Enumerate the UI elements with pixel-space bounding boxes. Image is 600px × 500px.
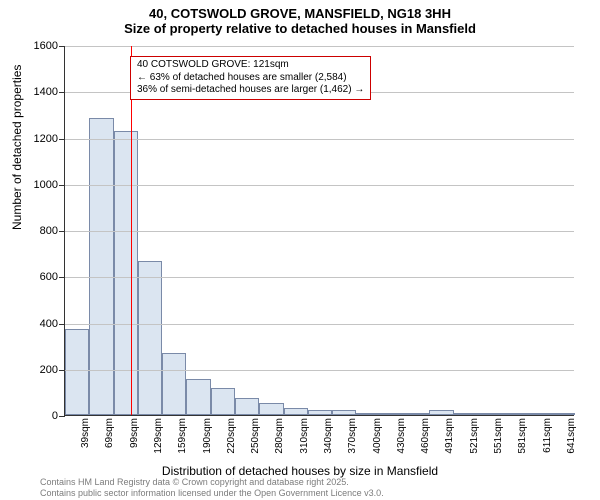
x-tick-label: 551sqm: [493, 418, 504, 460]
x-tick-label: 430sqm: [396, 418, 407, 460]
histogram-bar: [502, 413, 526, 415]
histogram-bar: [284, 408, 308, 415]
title-line-1: 40, COTSWOLD GROVE, MANSFIELD, NG18 3HH: [0, 6, 600, 21]
footer-attribution: Contains HM Land Registry data © Crown c…: [40, 477, 384, 498]
gridline: [65, 277, 574, 278]
x-tick-label: 99sqm: [129, 418, 140, 460]
annotation-box: 40 COTSWOLD GROVE: 121sqm ← 63% of detac…: [130, 56, 371, 100]
histogram-bar: [235, 398, 259, 415]
histogram-bar: [429, 410, 453, 415]
gridline: [65, 324, 574, 325]
histogram-bar: [308, 410, 332, 415]
x-tick-label: 581sqm: [517, 418, 528, 460]
x-tick-label: 250sqm: [250, 418, 261, 460]
footer-line-1: Contains HM Land Registry data © Crown c…: [40, 477, 384, 487]
histogram-bar: [478, 413, 502, 415]
histogram-bar: [381, 413, 405, 415]
y-tick: [59, 185, 65, 186]
y-tick: [59, 139, 65, 140]
annotation-line-1: 40 COTSWOLD GROVE: 121sqm: [137, 59, 364, 72]
title-line-2: Size of property relative to detached ho…: [0, 21, 600, 36]
y-tick-label: 400: [18, 318, 58, 330]
histogram-bar: [454, 413, 478, 415]
y-tick: [59, 324, 65, 325]
y-tick-label: 200: [18, 364, 58, 376]
x-tick-label: 280sqm: [274, 418, 285, 460]
histogram-bar: [65, 329, 89, 415]
y-tick-label: 800: [18, 225, 58, 237]
annotation-line-3: 36% of semi-detached houses are larger (…: [137, 84, 364, 97]
x-tick-label: 310sqm: [299, 418, 310, 460]
histogram-bar: [405, 413, 429, 415]
x-tick-label: 129sqm: [153, 418, 164, 460]
x-tick-label: 69sqm: [104, 418, 115, 460]
x-tick-label: 491sqm: [444, 418, 455, 460]
x-tick-label: 400sqm: [372, 418, 383, 460]
x-tick-label: 39sqm: [80, 418, 91, 460]
y-tick: [59, 416, 65, 417]
y-tick-label: 1200: [18, 133, 58, 145]
y-tick-label: 600: [18, 271, 58, 283]
y-tick: [59, 92, 65, 93]
histogram-bar: [551, 413, 575, 415]
x-tick-label: 340sqm: [323, 418, 334, 460]
x-tick-label: 611sqm: [542, 418, 553, 460]
chart-title-block: 40, COTSWOLD GROVE, MANSFIELD, NG18 3HH …: [0, 0, 600, 36]
y-tick: [59, 277, 65, 278]
y-tick: [59, 231, 65, 232]
histogram-bar: [186, 379, 210, 415]
footer-line-2: Contains public sector information licen…: [40, 488, 384, 498]
x-tick-label: 641sqm: [566, 418, 577, 460]
annotation-line-2: ← 63% of detached houses are smaller (2,…: [137, 72, 364, 85]
gridline: [65, 231, 574, 232]
x-tick-label: 220sqm: [226, 418, 237, 460]
y-tick: [59, 46, 65, 47]
x-tick-label: 190sqm: [202, 418, 213, 460]
y-tick-label: 1600: [18, 40, 58, 52]
x-axis-label: Distribution of detached houses by size …: [0, 464, 600, 478]
marker-line: [131, 46, 132, 415]
y-tick-label: 1400: [18, 86, 58, 98]
gridline: [65, 370, 574, 371]
y-tick-label: 1000: [18, 179, 58, 191]
gridline: [65, 185, 574, 186]
histogram-bar: [356, 413, 380, 415]
histogram-bar: [526, 413, 550, 415]
y-tick-label: 0: [18, 410, 58, 422]
histogram-bar: [211, 388, 235, 415]
x-tick-label: 370sqm: [347, 418, 358, 460]
plot-area: 40 COTSWOLD GROVE: 121sqm ← 63% of detac…: [64, 46, 574, 416]
y-tick: [59, 370, 65, 371]
x-tick-label: 521sqm: [469, 418, 480, 460]
x-tick-label: 460sqm: [420, 418, 431, 460]
histogram-bar: [259, 403, 283, 415]
chart-area: 40 COTSWOLD GROVE: 121sqm ← 63% of detac…: [64, 46, 574, 416]
histogram-bar: [332, 410, 356, 415]
histogram-bar: [138, 261, 162, 415]
gridline: [65, 46, 574, 47]
x-tick-label: 159sqm: [177, 418, 188, 460]
gridline: [65, 139, 574, 140]
histogram-bar: [114, 131, 138, 415]
histogram-bar: [162, 353, 186, 415]
